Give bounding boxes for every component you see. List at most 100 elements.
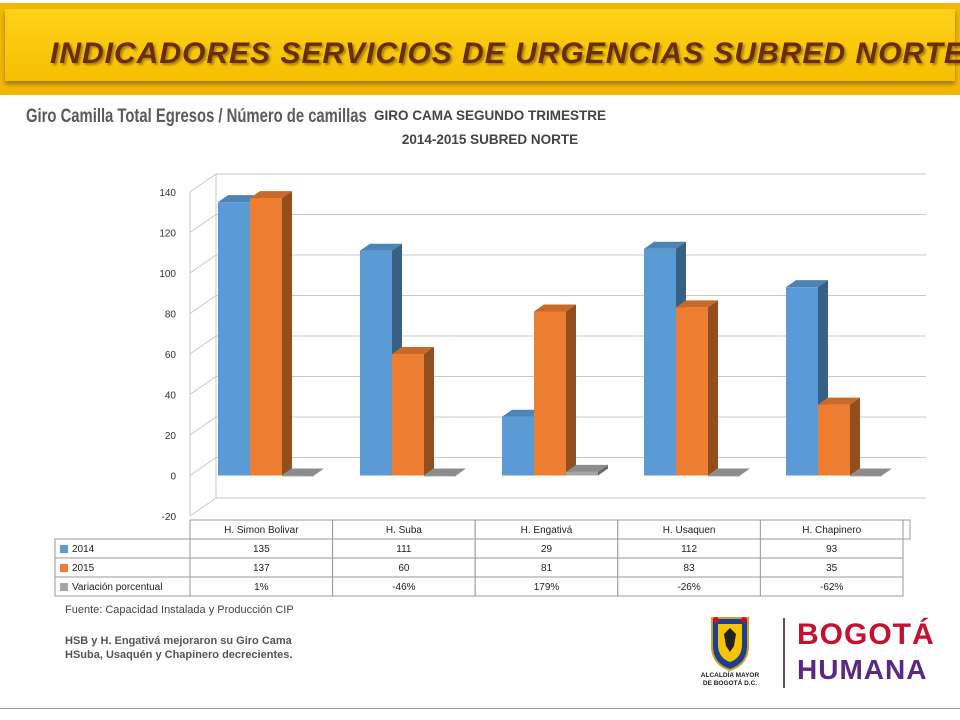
bar-top xyxy=(644,241,686,249)
bar-2015-1 xyxy=(392,354,424,476)
category-label-0: H. Simon Bolivar xyxy=(224,525,299,536)
data-label: 137 xyxy=(253,563,270,574)
chart-title-line-2: 2014-2015 SUBRED NORTE xyxy=(401,132,579,147)
table-cell xyxy=(759,576,904,597)
data-label: 60 xyxy=(398,563,410,574)
legend-swatch-2 xyxy=(60,583,68,591)
data-label: -62% xyxy=(820,582,843,593)
coat-of-arms-icon xyxy=(711,617,749,672)
title-banner-inner xyxy=(5,9,955,81)
indicator-subtitle: Giro Camilla Total Egresos / Número de c… xyxy=(26,106,367,127)
data-label: 1% xyxy=(254,582,269,593)
bar-top xyxy=(502,409,544,417)
legend-swatch-0 xyxy=(60,545,68,553)
title-banner: INDICADORES SERVICIOS DE URGENCIAS SUBRE… xyxy=(0,3,960,95)
summary-note-line-2: HSuba, Usaquén y Chapinero decrecientes. xyxy=(65,649,293,661)
y-tick-label: 140 xyxy=(159,188,176,199)
data-label: -26% xyxy=(677,582,700,593)
y-tick-label: 120 xyxy=(159,229,176,240)
bar-top xyxy=(360,243,402,251)
bar-top xyxy=(566,464,608,472)
bar-top xyxy=(424,468,466,476)
bar-side xyxy=(282,191,292,476)
gridline-side xyxy=(189,173,217,193)
bar-2015-2 xyxy=(534,311,566,476)
bar-2014-3 xyxy=(644,248,676,476)
bar-variacion-4 xyxy=(850,475,882,477)
gridline-side xyxy=(189,335,217,355)
bar-top xyxy=(282,468,324,476)
logo-divider xyxy=(783,618,785,688)
data-label: 81 xyxy=(541,563,553,574)
alcaldia-line-1: ALCALDÍA MAYOR xyxy=(700,672,760,679)
y-tick-label: 100 xyxy=(159,269,176,280)
bar-top xyxy=(676,300,718,308)
bar-2014-2 xyxy=(502,416,534,476)
page-title: INDICADORES SERVICIOS DE URGENCIAS SUBRE… xyxy=(50,37,960,70)
gridline-side xyxy=(189,457,217,476)
data-label: 93 xyxy=(826,544,838,555)
humana-wordmark: HUMANA xyxy=(797,654,928,685)
gridline-side xyxy=(189,254,217,274)
bar-2014-4 xyxy=(786,287,818,476)
bar-variacion-3 xyxy=(708,475,740,477)
data-label: 179% xyxy=(534,582,560,593)
legend-label-1: 2015 xyxy=(72,563,95,574)
data-label: 29 xyxy=(541,544,553,555)
data-label: 135 xyxy=(253,544,270,555)
y-tick-label: 60 xyxy=(165,350,177,361)
legend-label-2: Variación porcentual xyxy=(72,582,162,593)
bogota-humana-logo: BOGOTÁ HUMANA xyxy=(797,618,934,690)
bar-2015-4 xyxy=(818,404,850,476)
legend-swatch-1 xyxy=(60,564,68,572)
y-tick-label: 40 xyxy=(165,391,177,402)
gridline-side xyxy=(189,376,217,395)
data-label: 112 xyxy=(681,544,697,555)
bar-top xyxy=(218,195,260,203)
category-label-3: H. Usaquen xyxy=(663,525,716,536)
y-tick-label: -20 xyxy=(162,512,177,523)
bar-top xyxy=(392,347,434,354)
bar-side xyxy=(424,347,434,476)
gridline-side xyxy=(189,295,217,314)
bar-side xyxy=(314,468,324,476)
y-tick-label: 20 xyxy=(165,431,177,442)
gridline-side xyxy=(189,214,217,233)
gridline-side xyxy=(189,497,217,517)
data-label: 83 xyxy=(684,563,696,574)
legend-label-0: 2014 xyxy=(72,544,95,555)
bar-side xyxy=(850,397,860,476)
alcaldia-line-2: DE BOGOTÁ D.C. xyxy=(702,680,758,687)
bar-top xyxy=(708,468,750,476)
bar-top xyxy=(786,280,828,288)
alcaldia-logo: ALCALDÍA MAYOR DE BOGOTÁ D.C. xyxy=(690,612,770,692)
source-note: Fuente: Capacidad Instalada y Producción… xyxy=(65,604,294,616)
bar-variacion-2 xyxy=(566,471,598,476)
bar-2015-3 xyxy=(676,307,708,476)
bar-side xyxy=(598,464,608,476)
chart-title-line-1: GIRO CAMA SEGUNDO TRIMESTRE xyxy=(373,108,606,123)
bar-side xyxy=(708,300,718,476)
category-label-4: H. Chapinero xyxy=(802,525,861,536)
bar-2014-1 xyxy=(360,250,392,476)
bar-top xyxy=(818,397,860,405)
y-tick-label: 0 xyxy=(170,472,176,483)
bar-variacion-0 xyxy=(282,475,314,477)
category-label-2: H. Engativá xyxy=(521,525,573,536)
bar-2014-0 xyxy=(218,202,250,476)
bogota-wordmark: BOGOTÁ xyxy=(797,618,935,651)
y-tick-label: 80 xyxy=(165,310,177,321)
category-label-1: H. Suba xyxy=(386,525,423,536)
summary-note-line-1: HSB y H. Engativá mejoraron su Giro Cama xyxy=(65,635,292,647)
bar-top xyxy=(534,304,576,312)
data-label: -46% xyxy=(392,582,415,593)
bar-2015-0 xyxy=(250,198,282,476)
bar-top xyxy=(250,191,292,199)
bar-top xyxy=(850,468,892,476)
bottom-rule xyxy=(0,708,960,709)
data-label: 111 xyxy=(396,544,412,555)
gridline-side xyxy=(189,416,217,436)
bar-variacion-1 xyxy=(424,475,456,477)
bar-side xyxy=(566,304,576,476)
